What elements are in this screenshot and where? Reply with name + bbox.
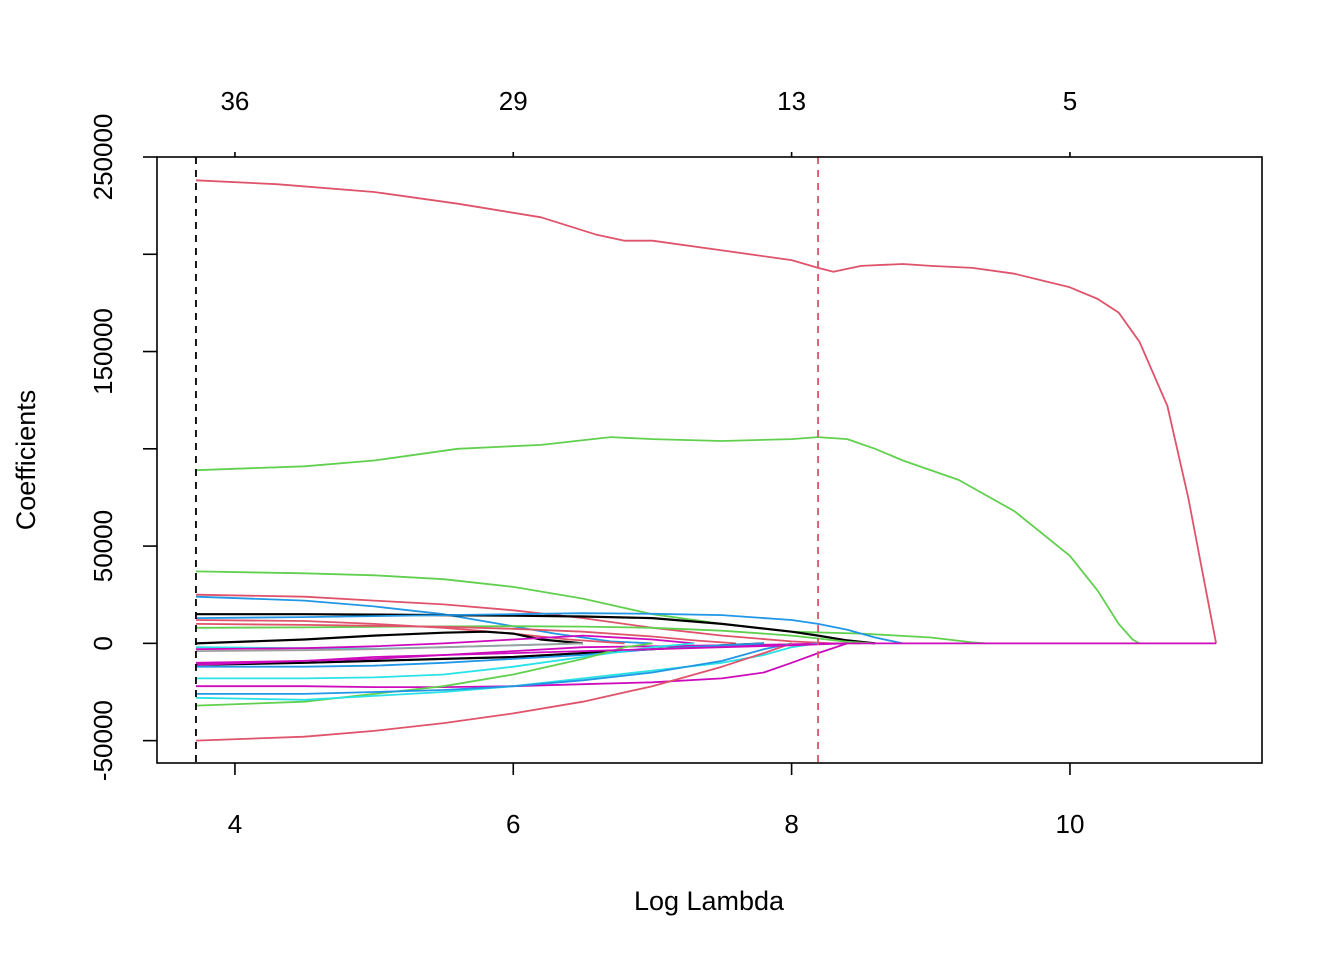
coefficient-path-7: [195, 612, 904, 645]
coefficient-path-11: [195, 630, 584, 645]
coefficient-path-1: [195, 179, 1217, 644]
y-tick-label: 250000: [88, 114, 118, 201]
top-tick-label: 13: [777, 86, 806, 116]
x-tick-label: 8: [784, 809, 798, 839]
coefficient-path-8: [195, 619, 625, 645]
coefficient-path-10: [195, 623, 736, 645]
top-tick-label: 5: [1063, 86, 1077, 116]
coefficient-path-20: [195, 642, 653, 707]
reference-line-layer: [195, 157, 819, 763]
y-tick-label: 50000: [88, 510, 118, 582]
coefficient-path-4: [195, 593, 862, 645]
coefficient-path-23: [195, 642, 792, 742]
coefficient-path-14: [195, 642, 583, 652]
x-tick-label: 4: [228, 809, 242, 839]
plot-frame: [156, 156, 1263, 764]
y-axis-title: Coefficients: [11, 390, 41, 531]
top-tick-label: 29: [499, 86, 528, 116]
x-tick-label: 6: [506, 809, 520, 839]
series-layer: [195, 179, 1217, 742]
coefficient-path-13: [195, 634, 695, 651]
coefficient-path-21: [195, 642, 819, 701]
coefficient-path-22: [196, 642, 792, 695]
coefficient-path-2: [195, 436, 1140, 645]
axis-layer: 4 6 8 10 36 29 13 5 -50000 0 50000 150000 250000: [88, 86, 1084, 839]
top-tick-label: 36: [220, 86, 249, 116]
x-tick-label: 10: [1055, 809, 1084, 839]
coefficient-path-9: [195, 625, 876, 645]
coefficient-path-6: [196, 613, 876, 645]
coefficient-path-19: [196, 642, 848, 688]
coefficient-path-24: [195, 642, 1217, 666]
coefficient-path-5: [195, 595, 653, 645]
y-tick-label: 150000: [88, 308, 118, 395]
y-tick-label: -50000: [88, 700, 118, 781]
x-axis-title: Log Lambda: [634, 886, 785, 916]
coefficient-path-17: [196, 642, 764, 668]
y-tick-label: 0: [88, 636, 118, 650]
